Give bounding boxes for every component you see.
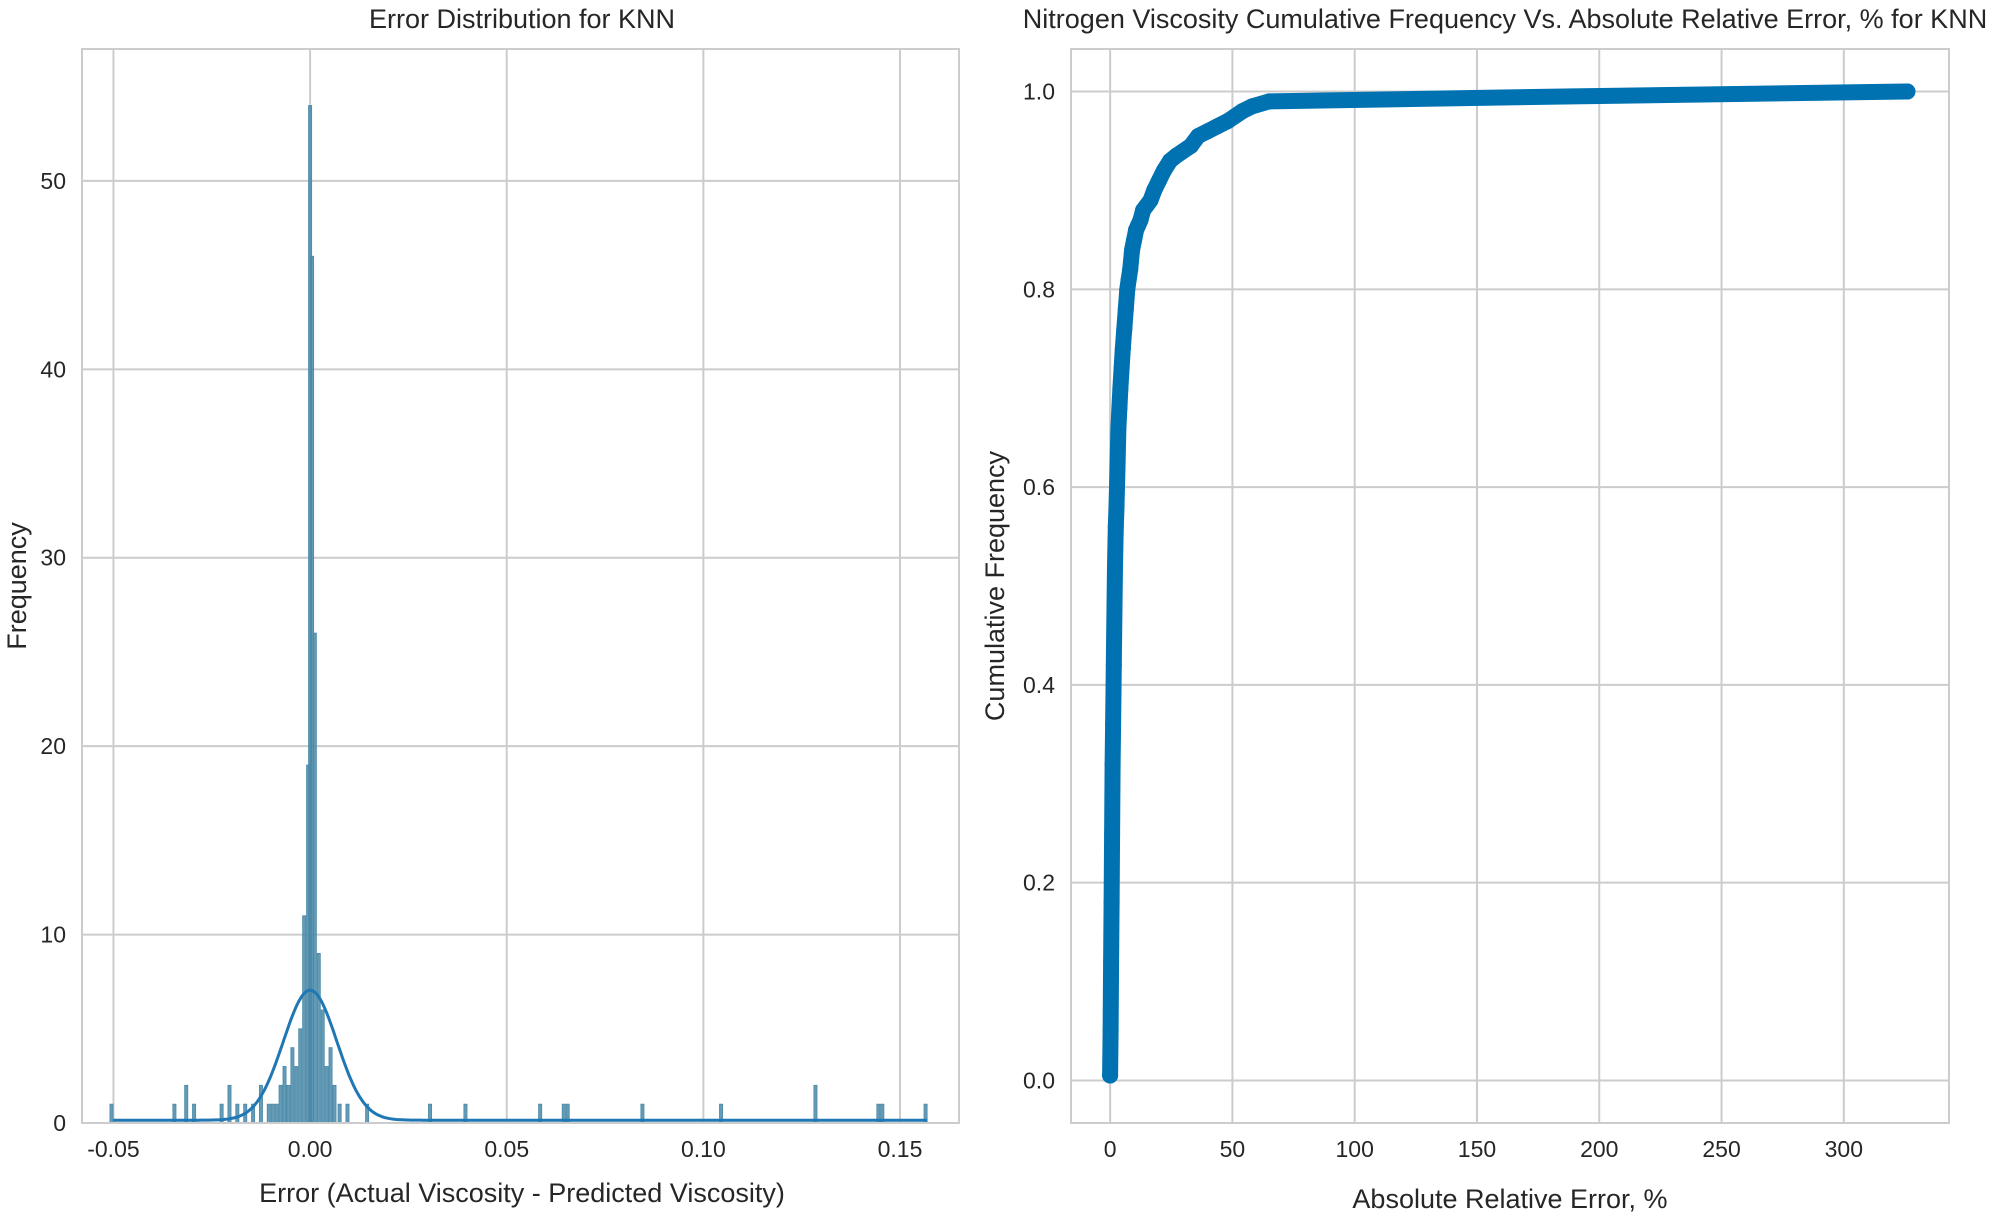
histogram-bar — [324, 1066, 329, 1124]
y-tick-label: 30 — [40, 545, 66, 571]
histogram-bar — [298, 1028, 303, 1124]
data-point — [1107, 518, 1124, 535]
data-point — [1113, 360, 1130, 377]
histogram-bar — [813, 1084, 818, 1124]
histogram-bar — [270, 1103, 275, 1124]
y-tick-label: 0.8 — [1023, 276, 1055, 302]
histogram-bar — [184, 1084, 189, 1124]
x-tick-label: 300 — [1825, 1136, 1863, 1162]
cumulative-line — [1102, 83, 1916, 1084]
y-tick-label: 40 — [40, 356, 66, 382]
y-tick-label: 0.6 — [1023, 474, 1055, 500]
histogram-bar — [328, 1047, 333, 1124]
histogram-bar — [320, 1009, 325, 1124]
data-point — [1116, 320, 1133, 337]
histogram-bar — [235, 1103, 240, 1124]
y-tick-label: 0 — [53, 1110, 66, 1136]
y-tick-label: 0.2 — [1023, 870, 1055, 896]
histogram-bar — [332, 1084, 337, 1124]
plot-frame — [81, 48, 960, 1124]
y-axis-label: Cumulative Frequency — [980, 450, 1010, 721]
data-point — [1105, 657, 1122, 674]
histogram-bar — [278, 1084, 283, 1124]
histogram-bar — [294, 1066, 299, 1124]
data-point — [1105, 716, 1122, 733]
chart-title: Error Distribution for KNN — [369, 4, 675, 34]
histogram-bar — [266, 1103, 271, 1124]
x-tick-label: 0.05 — [484, 1136, 529, 1162]
data-point — [1112, 380, 1129, 397]
data-point — [1122, 261, 1139, 278]
data-point — [1107, 558, 1124, 575]
x-tick-label: 250 — [1702, 1136, 1740, 1162]
x-tick-label: 0.15 — [878, 1136, 923, 1162]
histogram-bar — [286, 1084, 291, 1124]
data-point — [1108, 498, 1125, 515]
data-point — [1899, 83, 1916, 100]
data-point — [1102, 1067, 1119, 1084]
x-tick-label: 100 — [1336, 1136, 1374, 1162]
histogram-bar — [109, 1103, 114, 1124]
data-point — [1557, 88, 1574, 105]
histogram-bar — [302, 915, 307, 1124]
data-point — [1104, 756, 1121, 773]
data-point — [1110, 419, 1127, 436]
data-point — [1103, 953, 1120, 970]
x-tick-label: 0.00 — [288, 1136, 333, 1162]
histogram-bar — [312, 632, 317, 1124]
data-point — [1111, 399, 1128, 416]
histogram-bar — [274, 1103, 279, 1124]
histogram-bar — [258, 1084, 263, 1124]
x-tick-label: -0.05 — [87, 1136, 139, 1162]
x-tick-label: 0 — [1104, 1136, 1117, 1162]
y-tick-label: 1.0 — [1023, 79, 1055, 105]
data-point — [1104, 825, 1121, 842]
x-tick-label: 200 — [1580, 1136, 1618, 1162]
cumulative-frequency-chart: Nitrogen Viscosity Cumulative Frequency … — [980, 4, 1987, 1214]
y-tick-label: 0.0 — [1023, 1067, 1055, 1093]
y-tick-label: 0.4 — [1023, 672, 1055, 698]
data-point — [1106, 597, 1123, 614]
y-tick-label: 20 — [40, 733, 66, 759]
histogram-bar — [290, 1047, 295, 1124]
data-point — [1102, 1023, 1119, 1040]
chart-title: Nitrogen Viscosity Cumulative Frequency … — [1023, 4, 1987, 34]
histogram-bar — [337, 1103, 342, 1124]
data-point — [1114, 340, 1131, 357]
y-axis-label: Frequency — [2, 522, 32, 650]
x-axis-label: Absolute Relative Error, % — [1352, 1184, 1667, 1214]
data-point — [1243, 98, 1260, 115]
error-distribution-chart: Error Distribution for KNN -0.05 0.00 0.05… — [2, 4, 960, 1208]
y-tick-label: 50 — [40, 168, 66, 194]
kde-curve — [113, 988, 928, 1122]
plot-frame — [1070, 48, 1950, 1124]
histogram-bar — [282, 1066, 287, 1124]
data-point — [1117, 301, 1134, 318]
data-point — [1103, 894, 1120, 911]
y-tick-label: 10 — [40, 922, 66, 948]
x-tick-label: 50 — [1220, 1136, 1246, 1162]
x-tick-label: 150 — [1458, 1136, 1496, 1162]
x-axis-label: Error (Actual Viscosity - Predicted Visc… — [259, 1178, 785, 1208]
data-point — [1261, 93, 1278, 110]
x-tick-label: 0.10 — [681, 1136, 726, 1162]
data-point — [1109, 459, 1126, 476]
histogram-bar — [316, 953, 321, 1124]
histogram-bar — [345, 1103, 350, 1124]
